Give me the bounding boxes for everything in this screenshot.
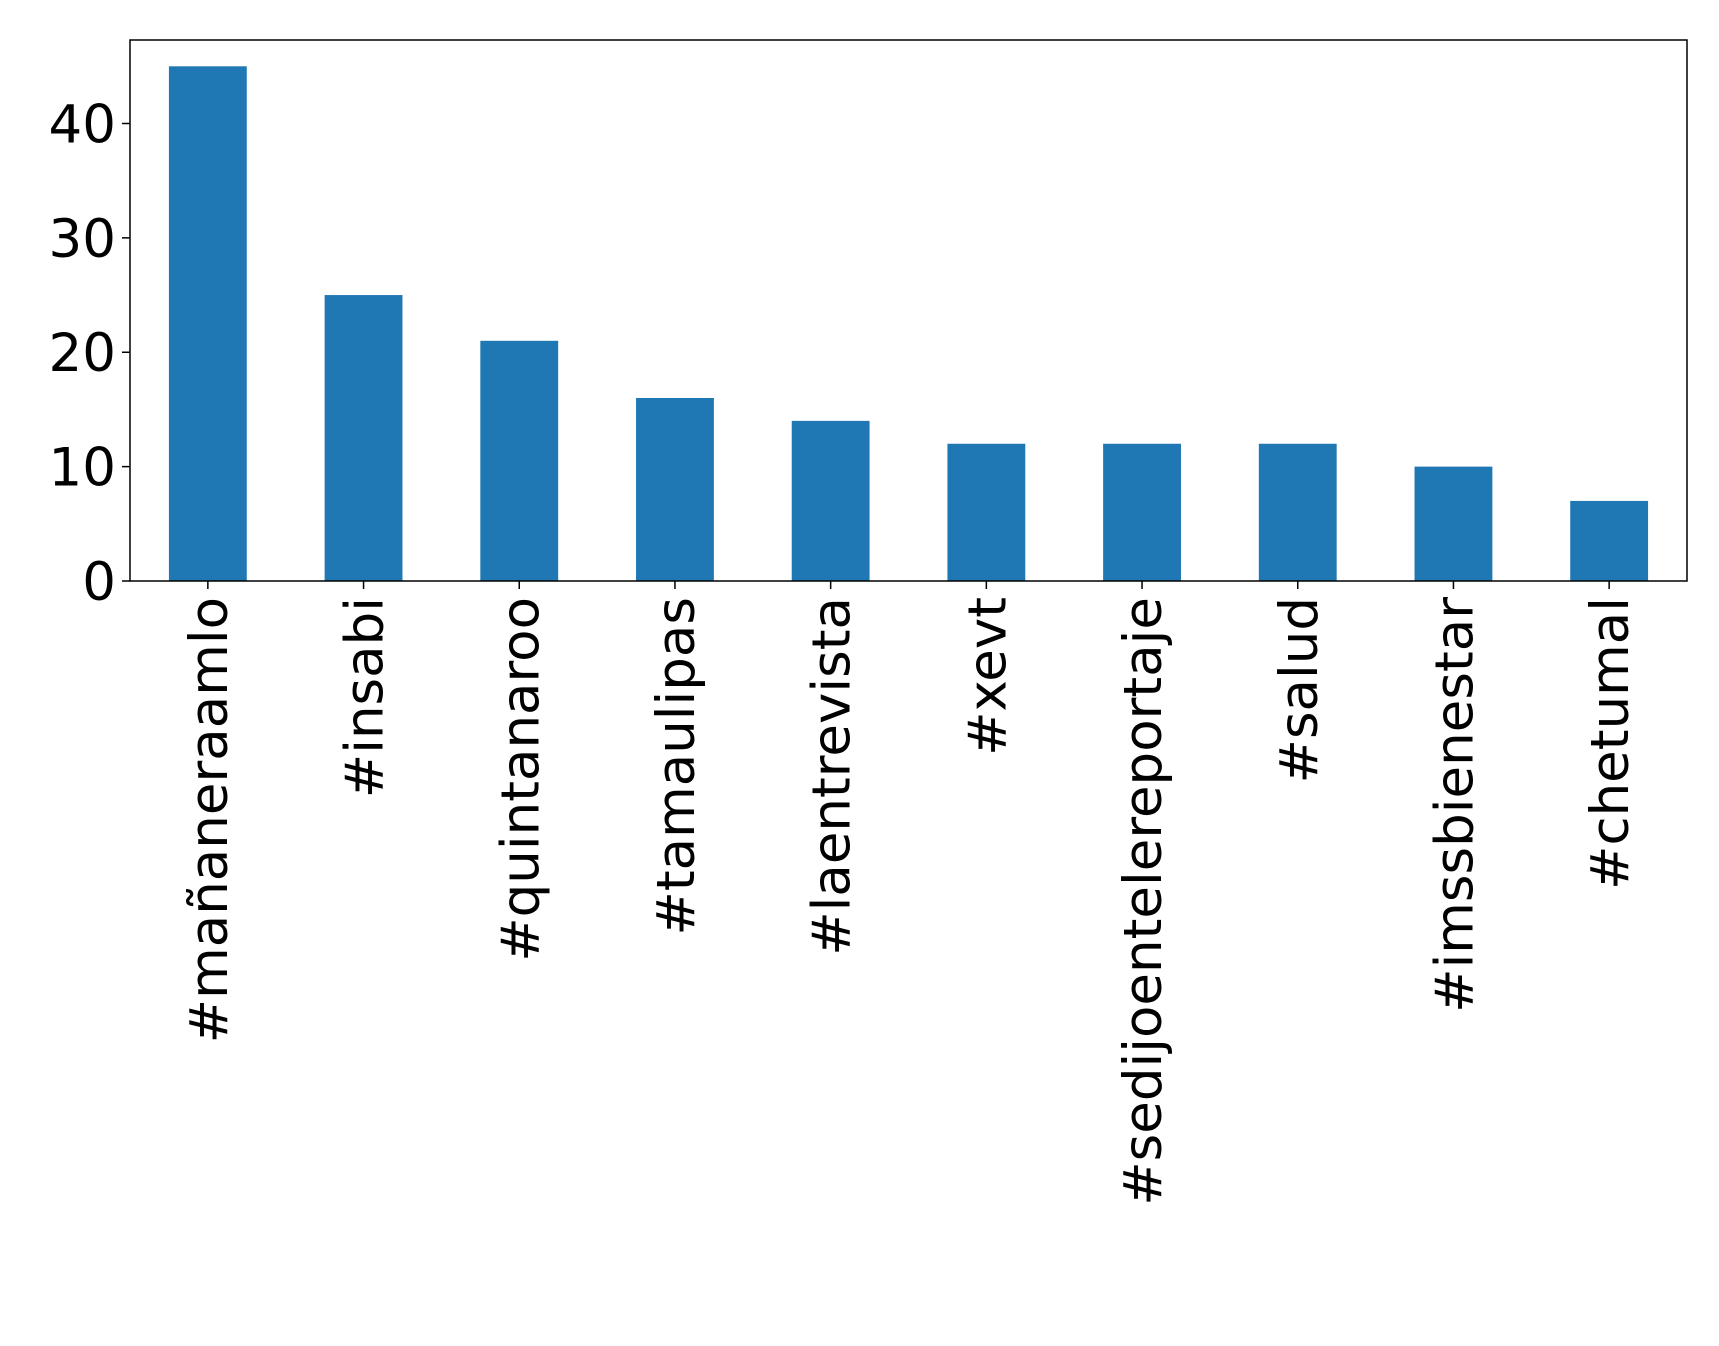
x-tick-label: #xevt bbox=[957, 597, 1018, 756]
x-tick-label: #laentrevista bbox=[802, 597, 863, 956]
x-tick-label: #mañaneraamlo bbox=[179, 597, 240, 1043]
y-tick-label: 10 bbox=[49, 438, 116, 499]
y-tick-label: 20 bbox=[49, 323, 116, 384]
bar bbox=[1414, 466, 1493, 581]
x-tick-label: #insabi bbox=[335, 597, 396, 798]
bar bbox=[168, 66, 247, 581]
bar bbox=[324, 295, 403, 581]
y-tick-label: 0 bbox=[82, 552, 116, 613]
y-tick-label: 40 bbox=[49, 94, 116, 155]
plot-frame bbox=[129, 39, 1688, 582]
y-tick-label: 30 bbox=[49, 209, 116, 270]
x-tick-label: #imssbienestar bbox=[1424, 597, 1485, 1013]
x-tick-label: #salud bbox=[1269, 597, 1330, 783]
x-tick-label: #chetumal bbox=[1580, 597, 1641, 890]
bar bbox=[1103, 443, 1181, 581]
bar bbox=[791, 420, 870, 581]
x-tick-label: #sedijoentelereportaje bbox=[1113, 597, 1174, 1206]
bar bbox=[636, 397, 714, 581]
x-tick-label: #quintanaroo bbox=[490, 597, 551, 962]
bar bbox=[947, 443, 1026, 581]
x-tick-label: #tamaulipas bbox=[646, 597, 707, 936]
bar bbox=[1258, 443, 1337, 581]
bar bbox=[1570, 500, 1649, 581]
bar bbox=[480, 340, 559, 581]
